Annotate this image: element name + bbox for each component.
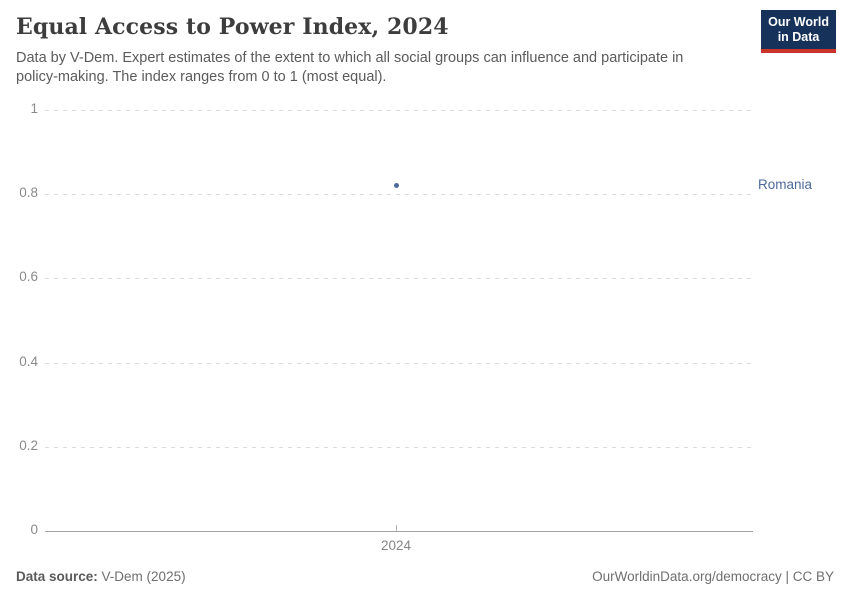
y-tick-label: 1 bbox=[30, 101, 38, 116]
attribution[interactable]: OurWorldinData.org/democracy | CC BY bbox=[592, 569, 834, 584]
data-source-value: V-Dem (2025) bbox=[101, 569, 186, 584]
gridline bbox=[45, 194, 753, 196]
y-tick-label: 0.8 bbox=[19, 185, 38, 201]
gridline bbox=[45, 110, 753, 111]
gridline bbox=[45, 362, 753, 364]
x-axis-tick bbox=[396, 525, 397, 531]
chart-footer: Data source: V-Dem (2025) OurWorldinData… bbox=[16, 569, 834, 584]
chart-header: Equal Access to Power Index, 2024 Data b… bbox=[16, 14, 740, 86]
y-tick-label: 0.6 bbox=[19, 269, 38, 285]
data-source-label: Data source: bbox=[16, 569, 98, 584]
owid-logo-line1: Our World bbox=[768, 15, 829, 29]
gridline bbox=[45, 278, 753, 280]
x-axis-line bbox=[45, 531, 753, 532]
owid-logo-line2: in Data bbox=[777, 30, 820, 44]
data-source: Data source: V-Dem (2025) bbox=[16, 569, 186, 584]
chart-subtitle: Data by V-Dem. Expert estimates of the e… bbox=[16, 50, 684, 85]
owid-logo[interactable]: Our World in Data bbox=[761, 10, 836, 53]
gridline bbox=[45, 446, 753, 448]
page-title: Equal Access to Power Index, 2024 bbox=[16, 14, 449, 40]
data-point[interactable] bbox=[393, 183, 399, 189]
x-tick-label: 2024 bbox=[380, 538, 412, 553]
y-tick-label: 0.2 bbox=[19, 437, 38, 453]
y-tick-label: 0 bbox=[30, 522, 38, 537]
y-tick-label: 0.4 bbox=[19, 353, 38, 369]
entity-label[interactable]: Romania bbox=[758, 176, 813, 192]
